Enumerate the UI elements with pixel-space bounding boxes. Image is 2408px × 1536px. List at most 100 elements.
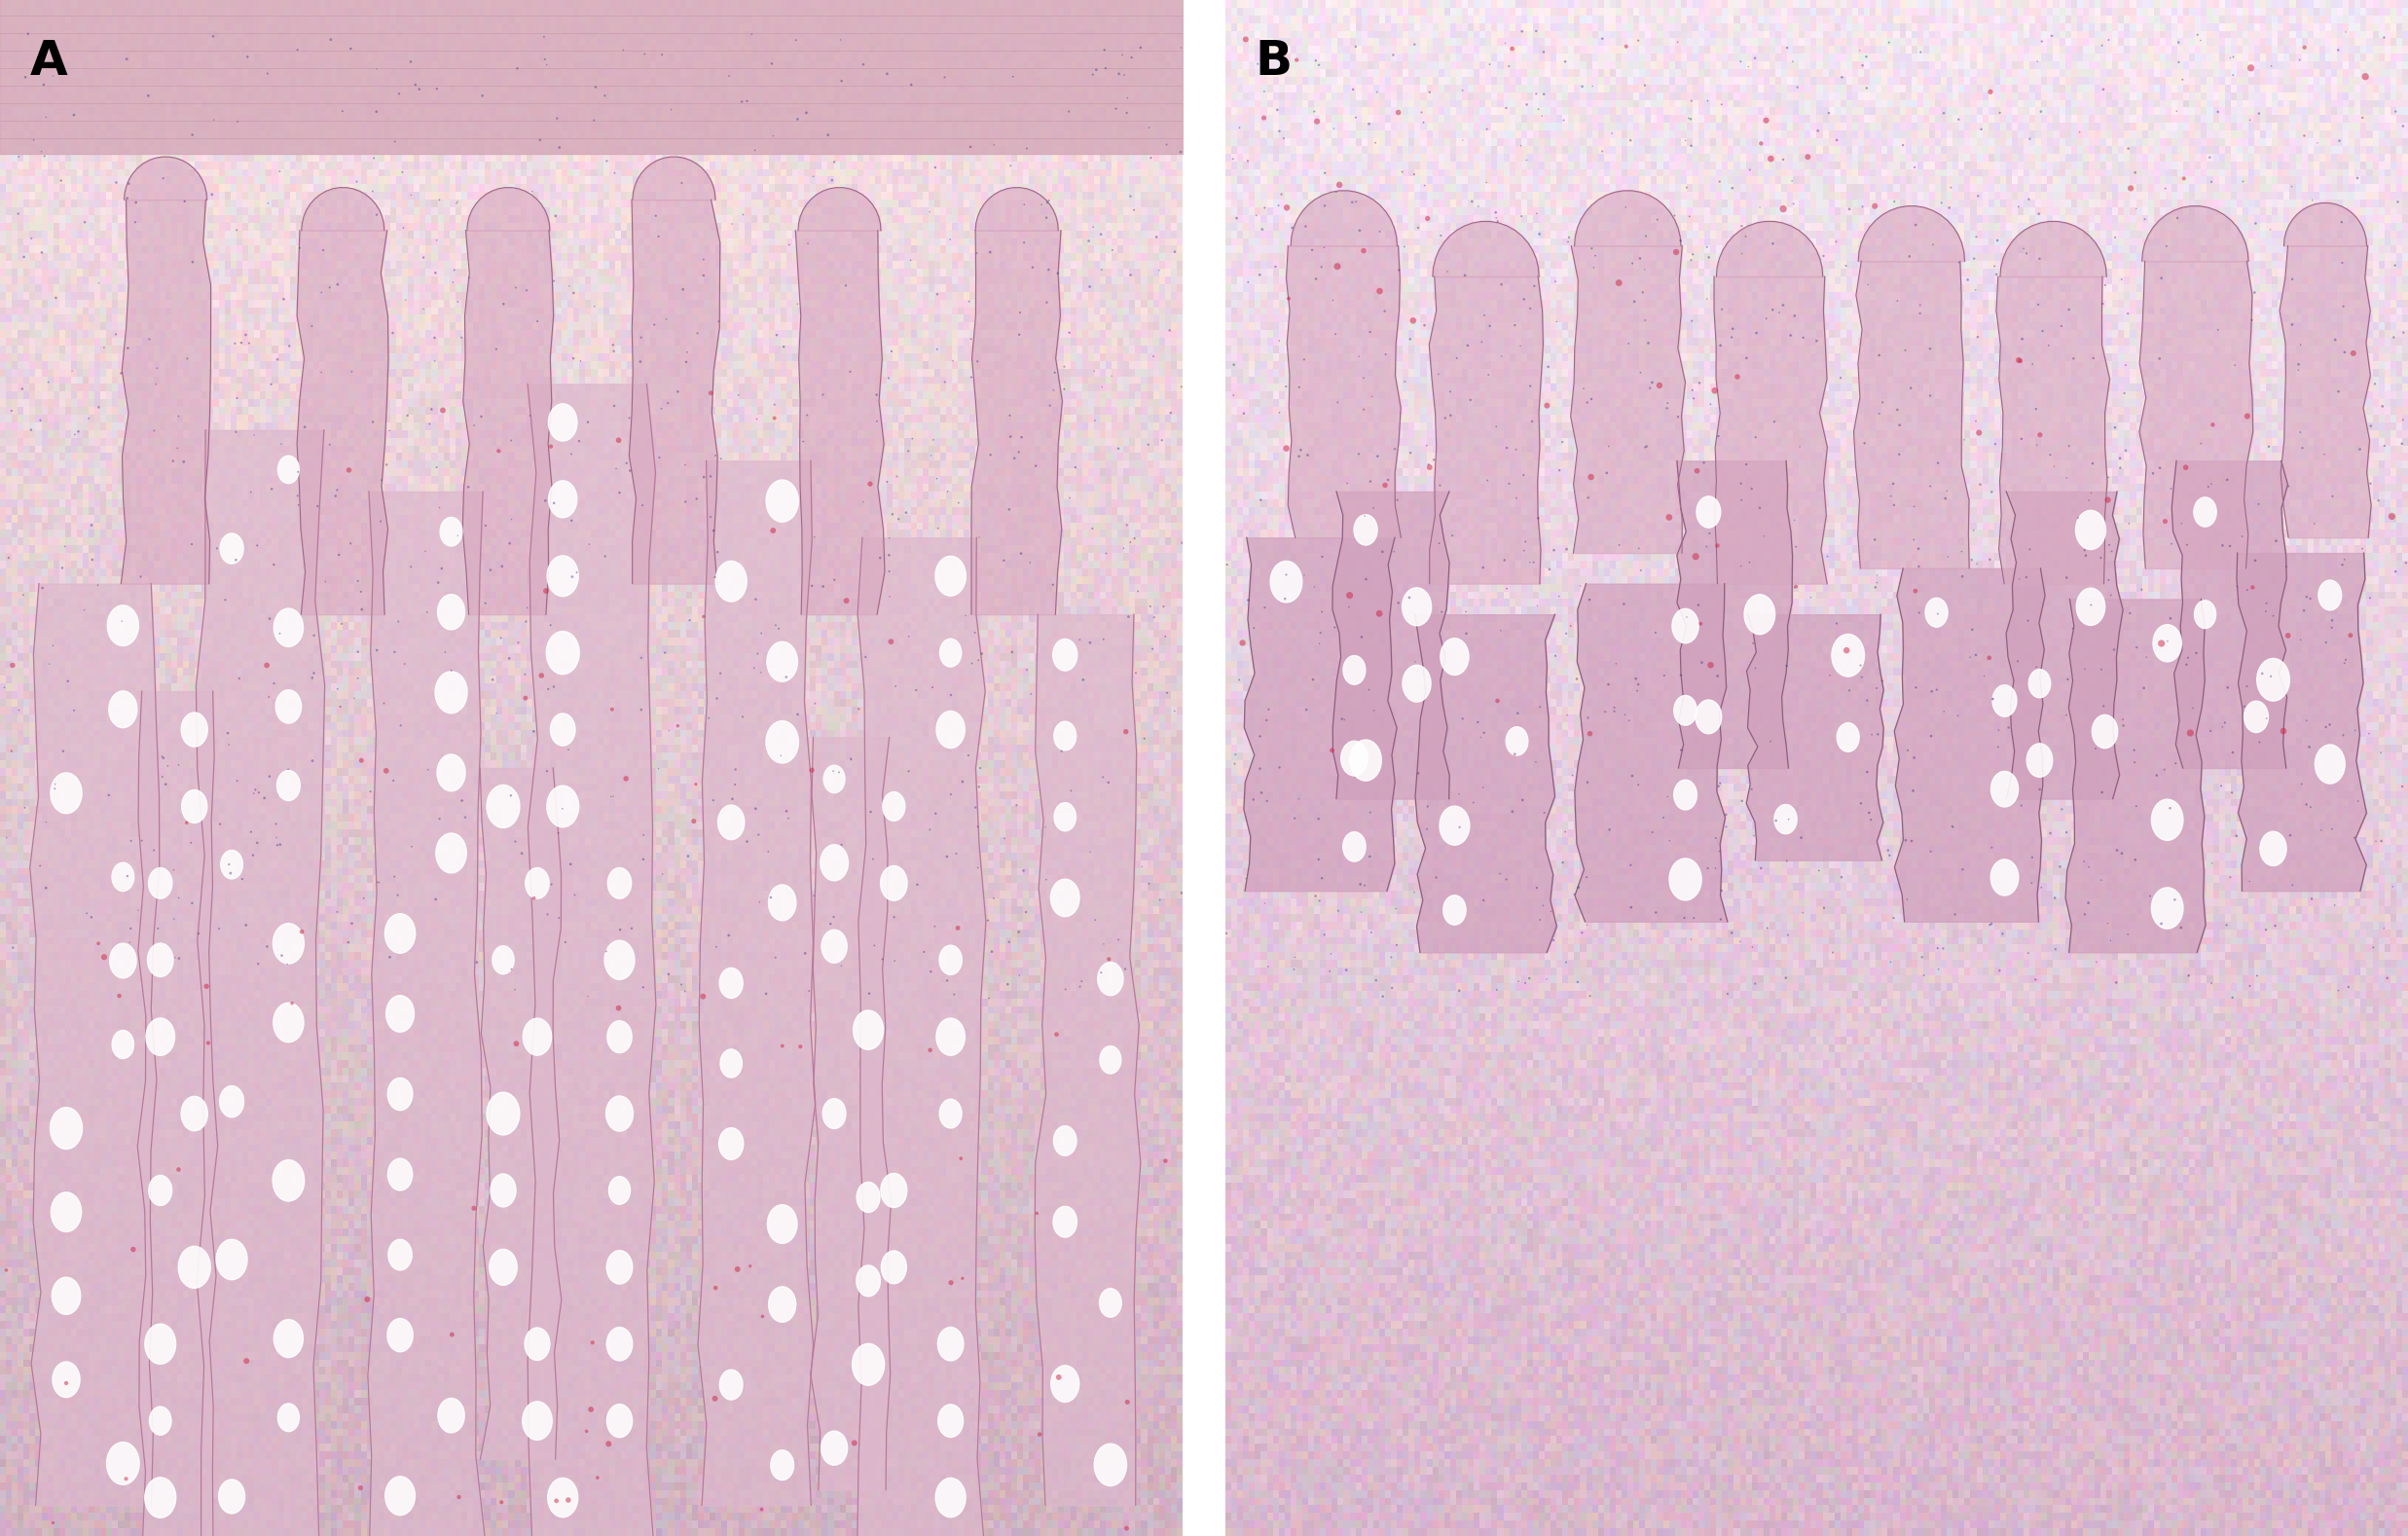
Circle shape — [607, 1327, 633, 1361]
Point — [2158, 751, 2196, 776]
Point — [1286, 562, 1324, 587]
Point — [1977, 432, 2015, 456]
Point — [915, 914, 954, 938]
Point — [667, 339, 706, 364]
Point — [1524, 81, 1563, 106]
Point — [1076, 409, 1115, 433]
Point — [905, 940, 944, 965]
Point — [1132, 594, 1170, 619]
Point — [1336, 104, 1375, 129]
Point — [2302, 817, 2341, 842]
Point — [1515, 273, 1553, 298]
Point — [1953, 617, 1991, 642]
Circle shape — [1442, 895, 1466, 925]
Point — [248, 190, 287, 215]
Point — [1606, 195, 1645, 220]
Point — [455, 413, 494, 438]
Point — [1570, 983, 1609, 1008]
Point — [2148, 233, 2186, 258]
Point — [872, 339, 910, 364]
Point — [1722, 788, 1760, 813]
Point — [778, 108, 816, 132]
Point — [2095, 226, 2133, 250]
Point — [833, 748, 872, 773]
Point — [1505, 287, 1544, 312]
Point — [1428, 260, 1466, 284]
Point — [2285, 598, 2324, 622]
Point — [1483, 344, 1522, 369]
Point — [756, 406, 795, 430]
Point — [684, 604, 722, 628]
Point — [1811, 101, 1849, 126]
Point — [1341, 625, 1380, 650]
Point — [1864, 668, 1902, 693]
Point — [209, 733, 248, 757]
Point — [828, 588, 867, 613]
Point — [539, 820, 578, 845]
Point — [1129, 115, 1168, 140]
Point — [1471, 52, 1510, 77]
Point — [2273, 872, 2312, 897]
Point — [1459, 194, 1498, 218]
Point — [1979, 734, 2018, 759]
Point — [1214, 382, 1252, 407]
Point — [951, 366, 990, 390]
Point — [1625, 307, 1664, 332]
Point — [551, 442, 590, 467]
Point — [378, 610, 417, 634]
Point — [1305, 161, 1344, 186]
Point — [2290, 734, 2329, 759]
Point — [1098, 928, 1137, 952]
Point — [1895, 579, 1934, 604]
Point — [1637, 207, 1676, 232]
Point — [1938, 703, 1977, 728]
Point — [568, 410, 607, 435]
Point — [1572, 237, 1611, 261]
Circle shape — [2319, 581, 2341, 610]
Point — [2324, 295, 2362, 319]
Circle shape — [766, 642, 797, 682]
Point — [963, 642, 1002, 667]
Point — [217, 419, 255, 444]
Point — [1958, 551, 1996, 576]
Point — [2160, 31, 2199, 55]
Point — [1503, 18, 1541, 43]
Point — [1050, 100, 1088, 124]
Point — [1274, 215, 1312, 240]
Point — [1442, 78, 1481, 103]
Point — [667, 490, 706, 515]
Point — [1625, 224, 1664, 249]
Point — [2377, 100, 2408, 124]
Point — [101, 983, 140, 1008]
Point — [932, 227, 970, 252]
Point — [1789, 144, 1828, 169]
Point — [2066, 902, 2105, 926]
Point — [380, 81, 419, 106]
Point — [1780, 435, 1818, 459]
Point — [1666, 127, 1705, 152]
Point — [1344, 366, 1382, 390]
Circle shape — [934, 1478, 966, 1518]
Point — [1122, 854, 1161, 879]
Point — [2133, 461, 2172, 485]
Point — [1392, 441, 1430, 465]
Point — [1493, 37, 1531, 61]
Point — [294, 660, 332, 685]
Point — [1312, 942, 1351, 966]
Point — [1146, 624, 1185, 648]
Point — [1820, 366, 1859, 390]
Point — [385, 651, 424, 676]
Point — [1250, 697, 1288, 722]
Point — [212, 860, 250, 885]
Point — [739, 642, 778, 667]
Point — [414, 326, 453, 350]
Point — [135, 839, 173, 863]
Point — [549, 1488, 588, 1513]
Point — [1385, 235, 1423, 260]
Point — [1760, 300, 1799, 324]
Point — [2365, 25, 2403, 49]
Point — [1984, 922, 2023, 946]
Point — [2146, 177, 2184, 201]
Point — [1074, 215, 1112, 240]
Point — [568, 985, 607, 1009]
